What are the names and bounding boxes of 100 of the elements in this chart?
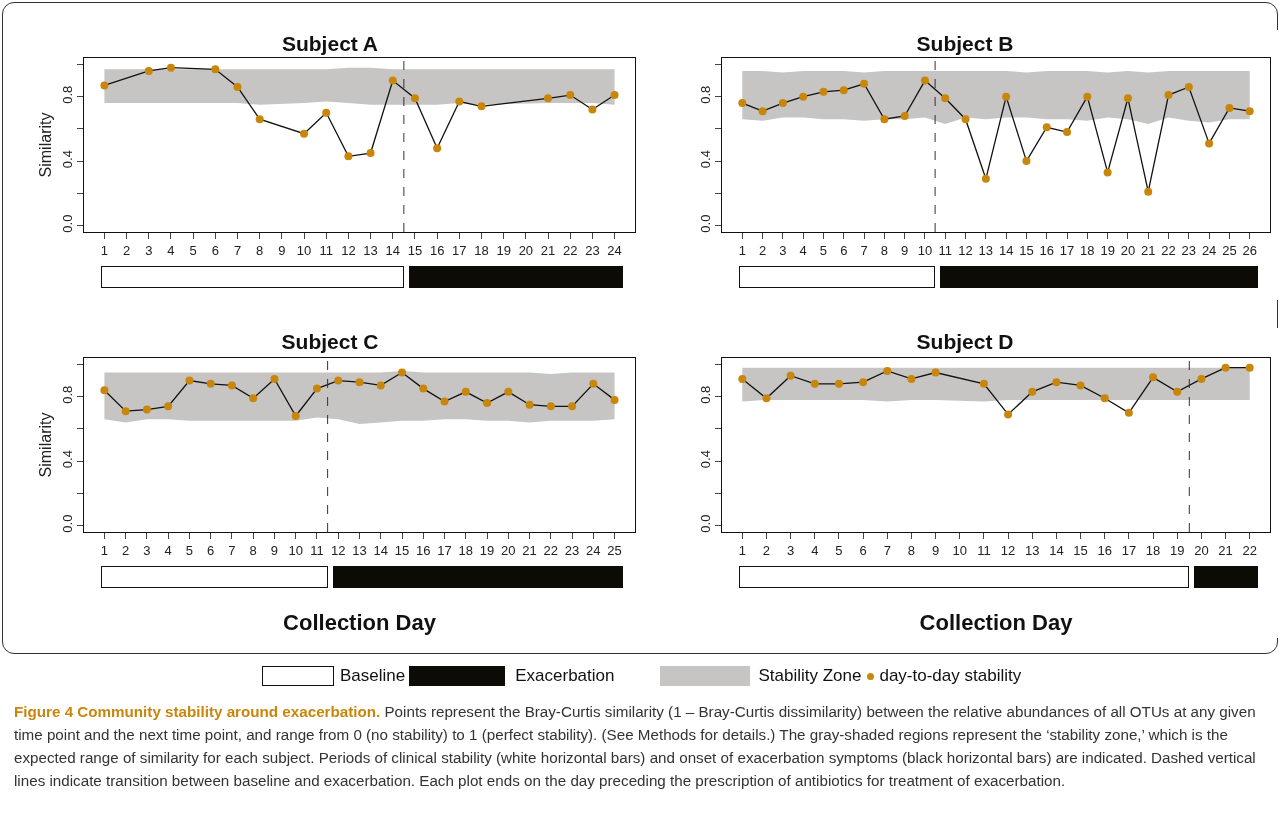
point: [738, 99, 747, 108]
x-tick-label: 8: [880, 242, 888, 258]
x-tick-label: 1: [100, 242, 109, 258]
x-axis-title: Collection Day: [283, 610, 437, 636]
x-tick-label: 17: [1059, 242, 1075, 258]
x-tick-label: 16: [429, 242, 445, 258]
point: [819, 87, 828, 96]
x-tick-label: 20: [1194, 542, 1209, 558]
x-tick-label: 10: [917, 242, 933, 258]
point: [1076, 381, 1085, 390]
point: [834, 379, 843, 388]
chart-title: Subject D: [916, 329, 1014, 353]
point: [1245, 107, 1254, 116]
x-tick-label: 20: [518, 242, 534, 258]
point: [1083, 92, 1092, 101]
x-tick-label: 21: [1140, 242, 1156, 258]
point: [941, 94, 950, 103]
x-tick-label: 6: [207, 542, 215, 558]
point: [961, 115, 970, 124]
x-tick-label: 18: [474, 242, 489, 258]
x-tick-label: 13: [978, 242, 994, 258]
x-tick-label: 13: [363, 242, 378, 258]
point: [1004, 410, 1013, 419]
x-tick-label: 5: [189, 242, 197, 258]
point: [610, 395, 619, 404]
point: [206, 379, 215, 388]
x-tick-label: 23: [1181, 242, 1197, 258]
point: [1063, 128, 1072, 137]
point: [860, 79, 869, 88]
x-tick-label: 19: [496, 242, 511, 258]
x-tick-label: 7: [233, 242, 242, 258]
x-tick-label: 21: [1218, 542, 1233, 558]
y-axis-title: Similarity: [36, 412, 54, 478]
x-tick-label: 17: [452, 242, 467, 258]
point: [799, 92, 808, 101]
x-tick-label: 11: [977, 542, 991, 558]
point: [568, 402, 577, 411]
point: [366, 149, 375, 158]
x-tick-label: 7: [883, 542, 891, 558]
x-tick-label: 15: [394, 542, 410, 558]
point: [544, 94, 553, 103]
x-tick-label: 1: [738, 542, 746, 558]
point: [100, 81, 109, 90]
y-tick-label: 0.0: [59, 214, 75, 233]
y-tick-label: 0.4: [59, 450, 75, 469]
x-tick-label: 16: [416, 542, 431, 558]
y-tick-label: 0.4: [59, 150, 75, 169]
point: [786, 371, 795, 380]
point: [166, 63, 175, 72]
x-tick-label: 5: [819, 242, 828, 258]
point: [233, 83, 242, 91]
point: [900, 112, 909, 120]
point: [164, 402, 173, 411]
y-tick-label: 0.8: [59, 385, 75, 404]
point: [433, 144, 442, 153]
y-tick-label: 0.4: [697, 150, 713, 169]
point: [920, 76, 929, 85]
point: [291, 412, 300, 420]
point: [1124, 408, 1133, 417]
text: Baseline: [340, 666, 406, 686]
x-tick-label: 4: [164, 542, 172, 558]
x-tick-label: 9: [270, 542, 279, 558]
point: [100, 386, 109, 395]
x-tick-label: 6: [840, 242, 848, 258]
x-tick-label: 18: [458, 542, 474, 558]
point: [211, 65, 220, 74]
point: [1052, 378, 1061, 387]
point: [981, 174, 990, 183]
x-tick-label: 14: [373, 542, 388, 558]
x-tick-label: 25: [607, 542, 622, 558]
x-tick-label: 12: [1000, 542, 1016, 558]
x-tick-label: 3: [787, 542, 795, 558]
x-tick-label: 23: [564, 542, 580, 558]
y-tick-label: 0.8: [697, 85, 713, 104]
point: [566, 91, 575, 100]
x-tick-label: 3: [143, 542, 151, 558]
x-tick-label: 17: [437, 542, 452, 558]
text: day-to-day stability: [879, 666, 1022, 686]
x-tick-label: 9: [931, 542, 940, 558]
x-tick-label: 15: [1019, 242, 1034, 258]
point: [1245, 363, 1254, 372]
y-axis-title: Similarity: [36, 112, 54, 178]
x-tick-label: 22: [563, 242, 578, 258]
point: [185, 376, 194, 385]
x-tick-label: 8: [256, 242, 264, 258]
x-tick-label: 20: [1120, 242, 1136, 258]
x-tick-label: 22: [543, 542, 559, 558]
point: [979, 379, 988, 388]
x-tick-label: 11: [319, 242, 333, 258]
x-tick-label: 3: [779, 242, 787, 258]
x-tick-label: 22: [1242, 542, 1257, 558]
x-tick-label: 20: [501, 542, 516, 558]
x-tick-label: 11: [938, 242, 953, 258]
x-tick-label: 10: [288, 542, 303, 558]
point: [142, 405, 151, 414]
point: [1164, 91, 1173, 100]
x-tick-label: 14: [385, 242, 400, 258]
y-tick-label: 0.8: [59, 85, 75, 104]
x-tick-label: 8: [249, 542, 257, 558]
point: [300, 129, 309, 138]
